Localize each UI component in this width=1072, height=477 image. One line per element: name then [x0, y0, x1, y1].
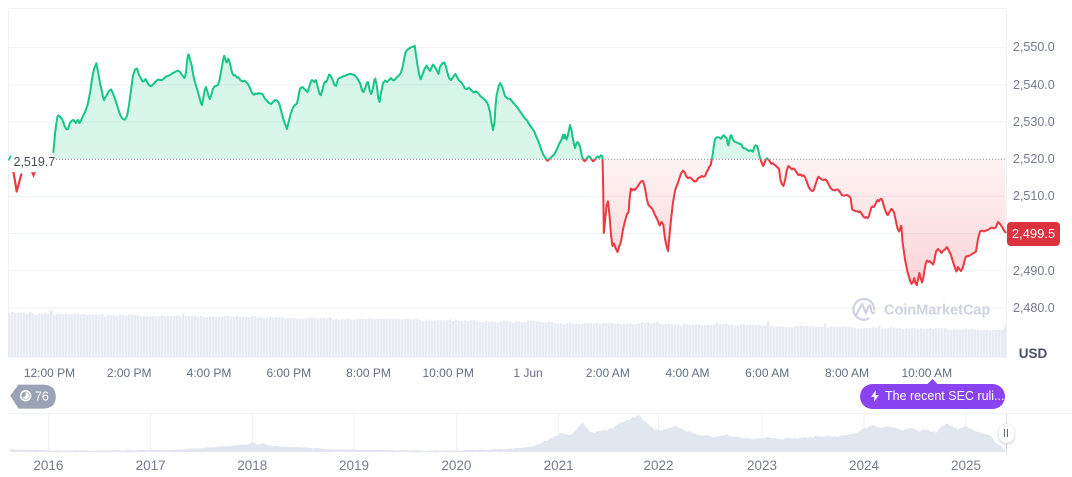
- svg-text:CoinMarketCap: CoinMarketCap: [884, 303, 990, 319]
- svg-text:76: 76: [35, 388, 49, 403]
